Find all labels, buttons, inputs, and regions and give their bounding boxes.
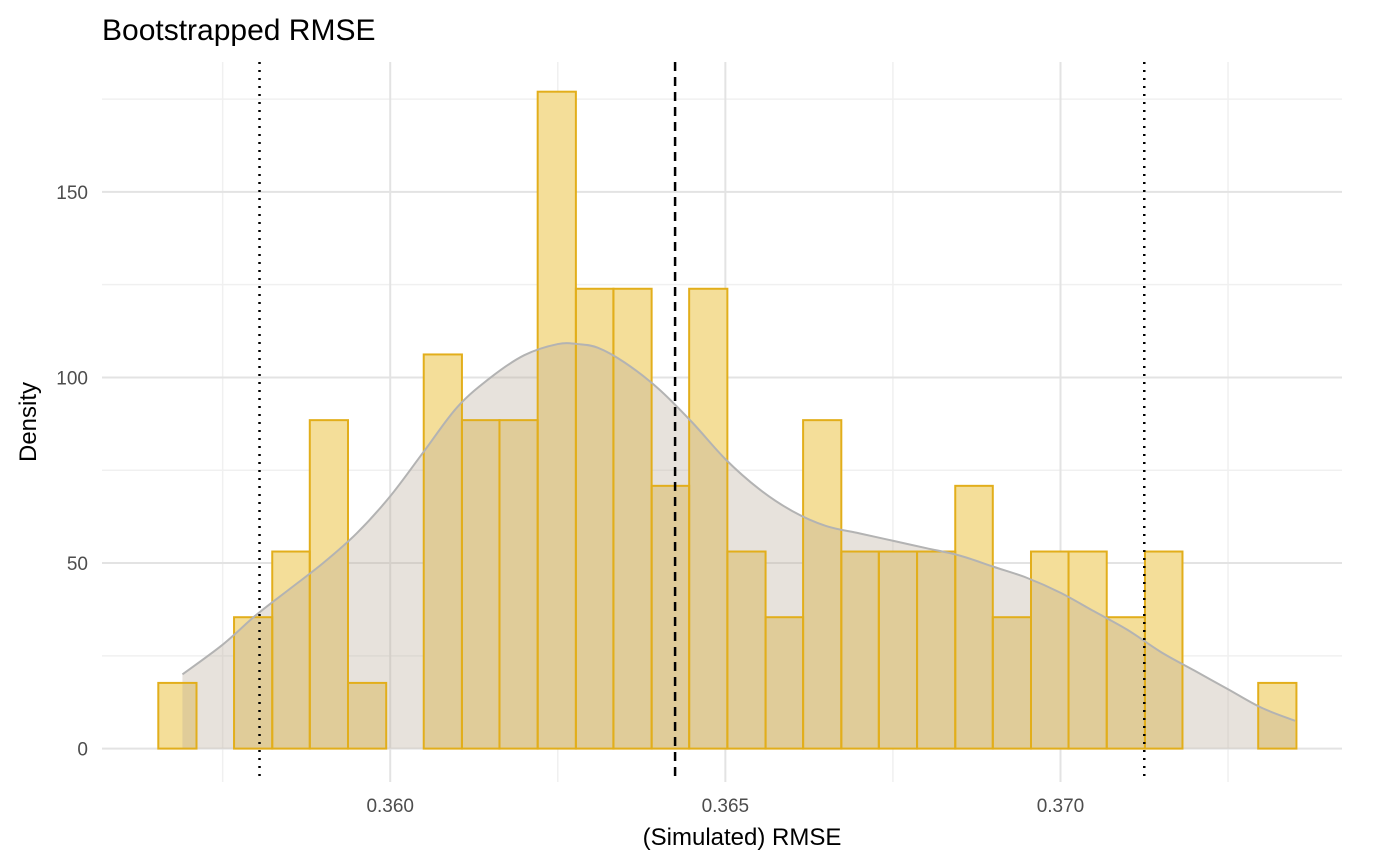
histogram-bars bbox=[158, 91, 1297, 749]
histogram-bar-20 bbox=[878, 551, 918, 749]
histogram-bar-3 bbox=[234, 617, 273, 749]
histogram-bar-23 bbox=[992, 617, 1031, 749]
histogram-bar-outline-30 bbox=[1257, 681, 1298, 750]
histogram-bar-4 bbox=[272, 551, 310, 749]
y-tick-label: 0 bbox=[77, 740, 88, 761]
histogram-bar-outline-1 bbox=[157, 681, 198, 750]
histogram-bar-13 bbox=[613, 288, 652, 749]
histogram-bar-27 bbox=[1144, 551, 1183, 749]
histogram-bar-5 bbox=[309, 420, 348, 749]
histogram-bar-outline-6 bbox=[346, 681, 388, 750]
histogram-bar-9 bbox=[461, 420, 500, 749]
x-tick-label: 0.360 bbox=[366, 796, 414, 817]
x-axis-title: (Simulated) RMSE bbox=[643, 824, 842, 851]
histogram-bar-1 bbox=[158, 682, 197, 749]
density-area bbox=[182, 343, 1296, 749]
histogram-bar-15 bbox=[689, 288, 728, 749]
histogram-bar-16 bbox=[727, 551, 766, 749]
histogram-bar-30 bbox=[1258, 682, 1297, 749]
histogram-bar-22 bbox=[955, 485, 993, 749]
histogram-bar-25 bbox=[1068, 551, 1107, 749]
histogram-bar-8 bbox=[423, 354, 462, 749]
histogram-bar-24 bbox=[1030, 551, 1069, 749]
y-tick-label: 100 bbox=[56, 368, 88, 389]
histogram-bar-outline-27 bbox=[1143, 550, 1184, 750]
histogram-bar-outlines bbox=[157, 90, 1298, 750]
histogram-bar-10 bbox=[499, 420, 538, 749]
histogram-bar-18 bbox=[803, 420, 842, 749]
y-tick-label: 50 bbox=[67, 554, 88, 575]
histogram-bar-26 bbox=[1106, 617, 1145, 749]
histogram-bar-14 bbox=[651, 485, 690, 749]
histogram-bar-outline-15 bbox=[688, 287, 729, 750]
x-tick-label: 0.370 bbox=[1037, 796, 1085, 817]
y-axis-tick-labels: 0 50 100 150 bbox=[56, 183, 88, 761]
histogram-bar-12 bbox=[575, 288, 614, 749]
x-tick-label: 0.365 bbox=[702, 796, 750, 817]
histogram-bar-11 bbox=[537, 91, 576, 749]
histogram-bar-outline-5 bbox=[308, 419, 349, 750]
histogram-bar-19 bbox=[841, 551, 879, 749]
y-axis-title: Density bbox=[15, 382, 42, 462]
histogram-bar-21 bbox=[917, 551, 956, 749]
density-curve bbox=[181, 342, 1296, 722]
chart-title: Bootstrapped RMSE bbox=[102, 14, 375, 47]
x-axis-tick-labels: 0.360 0.365 0.370 bbox=[366, 796, 1084, 817]
reference-lines bbox=[258, 62, 1146, 782]
y-tick-label: 150 bbox=[56, 183, 88, 204]
histogram-bar-17 bbox=[765, 617, 804, 749]
histogram-bar-6 bbox=[347, 682, 387, 749]
